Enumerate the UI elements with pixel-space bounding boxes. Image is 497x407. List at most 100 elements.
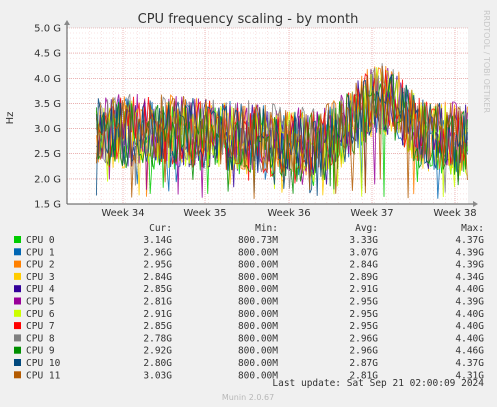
legend-swatch <box>14 322 21 330</box>
legend-series-name: CPU 10 <box>26 358 61 369</box>
legend-value-max: 4.40G <box>455 321 484 332</box>
legend-value-cur: 2.78G <box>143 333 172 344</box>
legend-swatch <box>14 359 21 366</box>
legend-row: CPU 6 2.91G 800.00M 2.95G 4.40G <box>14 309 484 320</box>
legend: Cur: Min: Avg: Max: CPU 0 3.14G 800.73M 3.33G 4.… <box>14 223 484 381</box>
legend-value-min: 800.00M <box>238 284 278 295</box>
legend-value-cur: 2.96G <box>143 247 172 258</box>
legend-series-name: CPU 5 <box>26 297 55 308</box>
legend-row: CPU 7 2.85G 800.00M 2.95G 4.40G <box>14 321 484 332</box>
legend-value-cur: 2.85G <box>143 321 172 332</box>
legend-row: CPU 1 2.96G 800.00M 3.07G 4.39G <box>14 247 484 258</box>
x-tick-label: Week 37 <box>350 208 393 219</box>
legend-value-cur: 2.85G <box>143 284 172 295</box>
legend-series-name: CPU 7 <box>26 321 55 332</box>
y-tick-labels: 1.5 G 2.0 G 2.5 G 3.0 G 3.5 G 4.0 G 4.5 G 5.0 G <box>34 24 61 211</box>
legend-row: CPU 3 2.84G 800.00M 2.89G 4.34G <box>14 272 484 283</box>
chart-title: CPU frequency scaling - by month <box>138 12 359 27</box>
legend-value-avg: 2.95G <box>349 321 378 332</box>
legend-row: CPU 0 3.14G 800.73M 3.33G 4.37G <box>14 235 484 246</box>
legend-value-min: 800.00M <box>238 333 278 344</box>
legend-header-max: Max: <box>461 223 484 234</box>
legend-row: CPU 9 2.92G 800.00M 2.96G 4.46G <box>14 346 484 357</box>
legend-value-min: 800.00M <box>238 309 278 320</box>
legend-value-max: 4.40G <box>455 284 484 295</box>
legend-value-avg: 2.91G <box>349 284 378 295</box>
legend-value-cur: 2.95G <box>143 260 172 271</box>
legend-swatch <box>14 297 21 305</box>
legend-swatch <box>14 272 21 280</box>
legend-series-name: CPU 4 <box>26 284 55 295</box>
legend-value-min: 800.00M <box>238 272 278 283</box>
legend-value-max: 4.40G <box>455 309 484 320</box>
legend-value-cur: 2.84G <box>143 272 172 283</box>
y-tick-label: 5.0 G <box>34 24 61 35</box>
legend-series-name: CPU 8 <box>26 333 55 344</box>
y-tick-label: 2.0 G <box>34 174 61 185</box>
legend-value-min: 800.00M <box>238 358 278 369</box>
legend-value-max: 4.34G <box>455 272 484 283</box>
legend-row: CPU 4 2.85G 800.00M 2.91G 4.40G <box>14 284 484 295</box>
series-line-cpu-11 <box>95 65 468 199</box>
legend-value-cur: 3.14G <box>143 235 172 246</box>
legend-series-name: CPU 3 <box>26 272 55 283</box>
legend-value-min: 800.00M <box>238 321 278 332</box>
legend-value-avg: 2.96G <box>349 346 378 357</box>
x-axis-arrow <box>473 201 478 207</box>
legend-series-name: CPU 9 <box>26 346 55 357</box>
legend-value-max: 4.31G <box>455 370 484 381</box>
legend-value-max: 4.39G <box>455 297 484 308</box>
legend-value-cur: 2.81G <box>143 297 172 308</box>
legend-swatch <box>14 309 21 317</box>
legend-value-min: 800.73M <box>238 235 278 246</box>
legend-value-cur: 2.92G <box>143 346 172 357</box>
legend-value-cur: 2.91G <box>143 309 172 320</box>
legend-value-max: 4.39G <box>455 260 484 271</box>
x-tick-label: Week 34 <box>101 208 144 219</box>
legend-swatch <box>14 260 21 268</box>
y-tick-label: 4.5 G <box>34 49 61 60</box>
y-tick-label: 1.5 G <box>34 200 61 211</box>
legend-value-max: 4.46G <box>455 346 484 357</box>
legend-row: CPU 11 3.03G 800.00M 2.81G 4.31G <box>14 370 484 381</box>
legend-swatch <box>14 346 21 354</box>
legend-row: CPU 10 2.80G 800.00M 2.87G 4.37G <box>14 358 484 369</box>
legend-value-cur: 3.03G <box>143 370 172 381</box>
legend-value-avg: 2.95G <box>349 309 378 320</box>
legend-row: CPU 2 2.95G 800.00M 2.84G 4.39G <box>14 260 484 271</box>
legend-value-avg: 2.87G <box>349 358 378 369</box>
legend-value-avg: 2.89G <box>349 272 378 283</box>
legend-value-avg: 2.84G <box>349 260 378 271</box>
legend-value-min: 800.00M <box>238 370 278 381</box>
legend-value-avg: 2.96G <box>349 333 378 344</box>
legend-value-min: 800.00M <box>238 247 278 258</box>
y-axis-arrow <box>64 20 70 25</box>
legend-value-min: 800.00M <box>238 297 278 308</box>
legend-value-cur: 2.80G <box>143 358 172 369</box>
legend-value-avg: 2.81G <box>349 370 378 381</box>
y-tick-label: 4.0 G <box>34 74 61 85</box>
legend-value-avg: 2.95G <box>349 297 378 308</box>
munin-version: Munin 2.0.67 <box>222 393 274 402</box>
x-tick-label: Week 38 <box>433 208 476 219</box>
legend-value-min: 800.00M <box>238 346 278 357</box>
legend-header-avg: Avg: <box>355 223 378 234</box>
legend-swatch <box>14 371 21 379</box>
y-tick-label: 3.5 G <box>34 99 61 110</box>
legend-header-min: Min: <box>255 223 278 234</box>
rrdtool-credit: RRDTOOL / TOBI OETIKER <box>482 10 491 113</box>
legend-series-name: CPU 0 <box>26 235 55 246</box>
legend-value-avg: 3.07G <box>349 247 378 258</box>
legend-series-name: CPU 1 <box>26 247 55 258</box>
legend-value-max: 4.39G <box>455 247 484 258</box>
legend-row: CPU 5 2.81G 800.00M 2.95G 4.39G <box>14 297 484 308</box>
legend-series-name: CPU 6 <box>26 309 55 320</box>
legend-value-max: 4.40G <box>455 333 484 344</box>
last-update: Last update: Sat Sep 21 02:00:09 2024 <box>272 378 484 389</box>
legend-series-name: CPU 2 <box>26 260 55 271</box>
legend-swatch <box>14 236 21 243</box>
legend-value-avg: 3.33G <box>349 235 378 246</box>
series-layer <box>95 63 468 199</box>
legend-value-max: 4.37G <box>455 358 484 369</box>
